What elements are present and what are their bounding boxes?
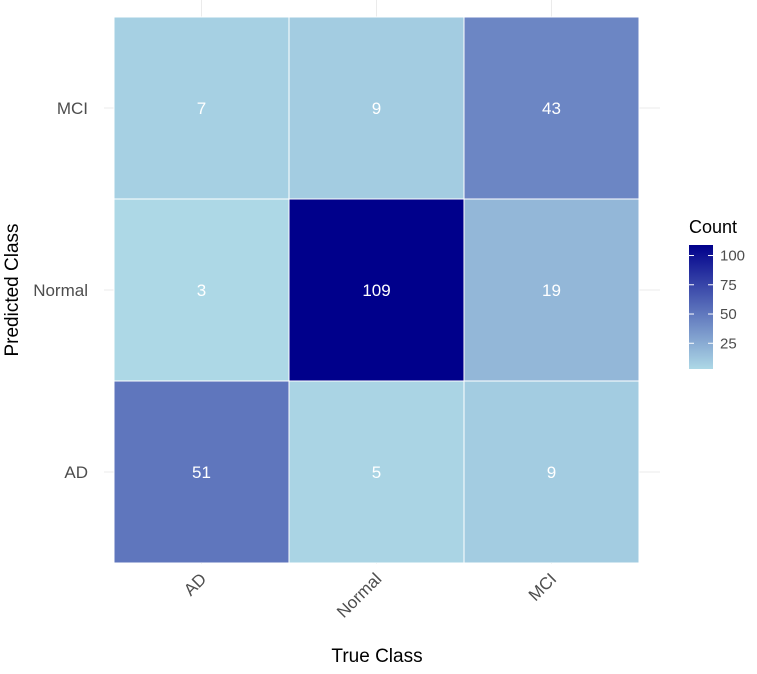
cell-value-labels: 7 9 43 3 109 19 51 5 9 [192,99,561,482]
tile-mci-ad [463,380,640,564]
cell-label-mci-normal: 19 [542,281,561,300]
tile-ad-mci [113,16,290,200]
tile-normal-ad [288,380,465,564]
color-legend: Count 25 50 75 100 [689,217,745,369]
cell-label-ad-normal: 3 [197,281,206,300]
cell-label-normal-normal: 109 [362,281,390,300]
legend-tick-label-75: 75 [720,277,737,294]
legend-tick-label-100: 100 [720,248,745,265]
tile-mci-mci [463,16,640,200]
legend-tick-label-50: 50 [720,306,737,323]
y-tick-ad: AD [64,463,88,482]
x-tick-normal: Normal [333,569,385,621]
legend-title: Count [689,217,737,237]
tile-normal-normal [288,198,465,382]
cell-label-mci-ad: 9 [547,463,556,482]
y-tick-mci: MCI [57,99,88,118]
cell-label-ad-ad: 51 [192,463,211,482]
heatmap-tiles [113,16,640,564]
x-tick-mci: MCI [525,569,560,604]
legend-tick-label-25: 25 [720,335,737,352]
cell-label-ad-mci: 7 [197,99,206,118]
cell-label-normal-mci: 9 [372,99,381,118]
cell-label-mci-mci: 43 [542,99,561,118]
tile-ad-normal [113,198,290,382]
y-tick-normal: Normal [33,281,88,300]
x-axis-title: True Class [331,646,422,667]
x-tick-ad: AD [180,569,210,599]
y-axis-title: Predicted Class [2,223,23,356]
legend-color-bar [689,245,713,369]
cell-label-normal-ad: 5 [372,463,381,482]
x-axis-tick-labels: AD Normal MCI [180,569,560,621]
y-axis-tick-labels: AD Normal MCI [33,99,88,482]
tile-ad-ad [113,380,290,564]
tile-mci-normal [463,198,640,382]
legend-ticks: 25 50 75 100 [689,248,745,352]
